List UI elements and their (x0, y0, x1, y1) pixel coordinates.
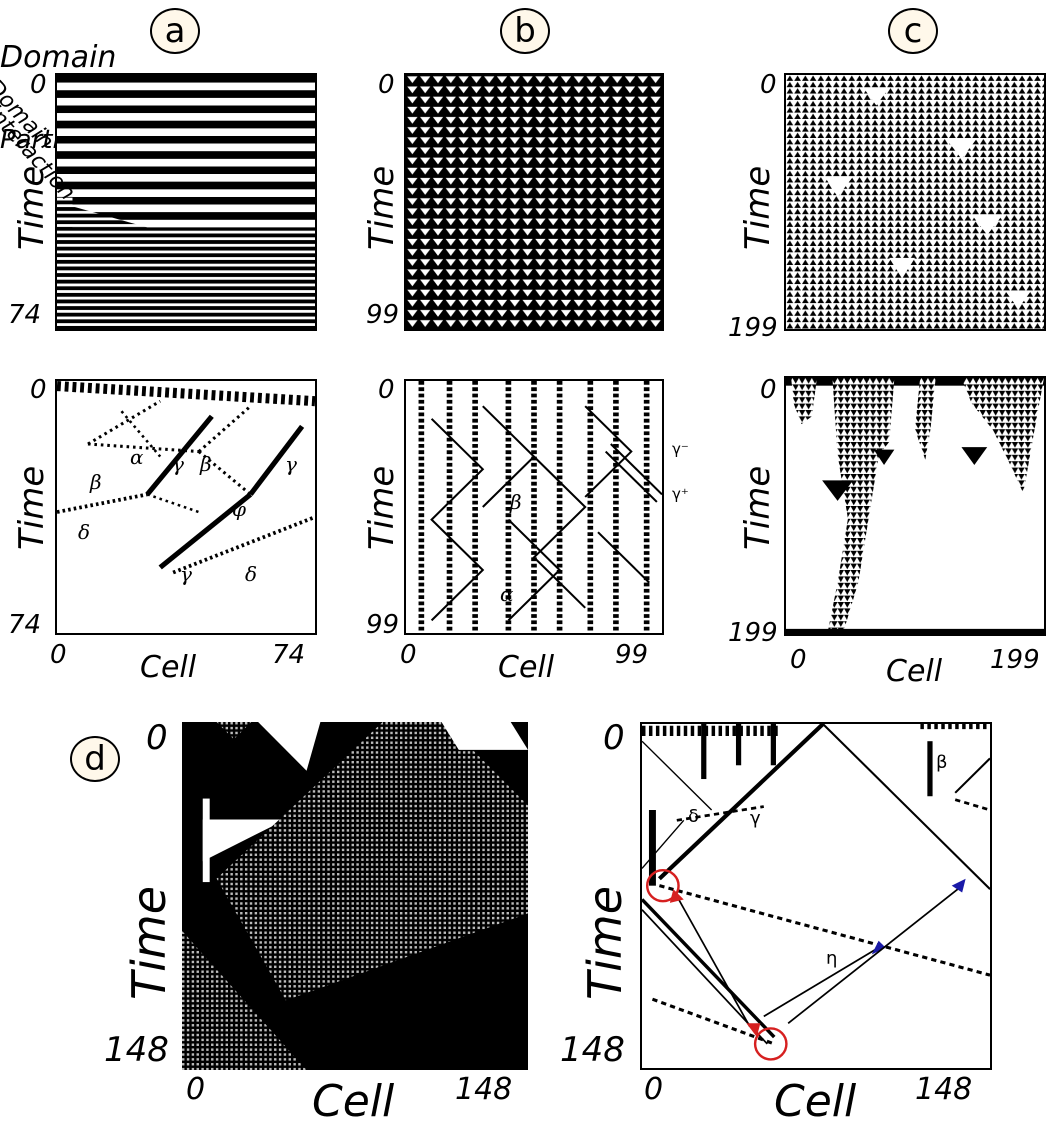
a-gamma-1: γ (172, 452, 184, 476)
a-top-spacetime (55, 73, 317, 331)
c-bot-time-max: 199 (728, 618, 778, 648)
a-bot-time-label: Time (12, 465, 52, 550)
d-right-filtered (640, 722, 992, 1070)
d-right-time-max: 148 (560, 1030, 625, 1070)
a-bot-time-max: 74 (8, 610, 42, 640)
c-bot-filtered (784, 376, 1046, 636)
b-bot-filtered (404, 379, 664, 635)
d-left-time-max: 148 (104, 1030, 169, 1070)
d-right-time-label: Time (578, 886, 632, 1000)
b-bot-time-0: 0 (378, 375, 395, 405)
a-beta-2: β (200, 452, 212, 476)
b-gamma-minus: γ⁻ (672, 440, 689, 458)
b-top-spacetime (404, 73, 664, 331)
c-top-time-label: Time (738, 165, 778, 250)
d-left-time-label: Time (122, 886, 176, 1000)
c-cell-0: 0 (790, 645, 807, 675)
d-right-cell-max: 148 (915, 1072, 973, 1107)
c-top-time-0: 0 (760, 70, 777, 100)
a-gamma-3: γ (180, 562, 192, 586)
b-beta: β (510, 490, 522, 514)
a-beta-1: β (90, 470, 102, 494)
b-top-time-0: 0 (378, 70, 395, 100)
panel-label-a: a (150, 8, 200, 54)
a-bot-time-0: 0 (30, 375, 47, 405)
c-bot-time-label: Time (738, 465, 778, 550)
c-bot-time-0: 0 (760, 375, 777, 405)
d-eta: η (826, 948, 838, 969)
panel-label-b: b (500, 8, 550, 54)
d-beta: β (936, 752, 948, 773)
b-gamma-plus: γ⁺ (672, 485, 689, 503)
d-left-cell-label: Cell (312, 1076, 395, 1127)
a-delta-2: δ (245, 562, 258, 586)
d-left-spacetime (182, 722, 528, 1070)
d-left-cell-0: 0 (186, 1072, 206, 1107)
d-right-domain-upper: Domain (0, 40, 117, 75)
c-cell-label: Cell (886, 654, 943, 689)
d-right-cell-0: 0 (644, 1072, 664, 1107)
a-cell-0: 0 (50, 640, 67, 670)
panel-label-d: d (70, 736, 120, 782)
a-bot-filtered (55, 379, 317, 635)
c-top-spacetime (784, 73, 1046, 331)
b-top-time-max: 99 (366, 300, 400, 330)
b-cell-0: 0 (400, 640, 417, 670)
d-right-time-0: 0 (603, 718, 625, 758)
d-left-domain-label: Domain (0, 0, 132, 40)
d-left-time-0: 0 (146, 718, 168, 758)
c-top-time-max: 199 (728, 313, 778, 343)
d-delta: δ (688, 806, 700, 827)
a-top-time-max: 74 (8, 300, 42, 330)
b-alpha: α (500, 582, 514, 606)
b-top-time-label: Time (362, 165, 402, 250)
a-delta-1: δ (78, 520, 91, 544)
c-cell-max: 199 (990, 645, 1040, 675)
b-cell-label: Cell (498, 650, 555, 685)
a-gamma-2: γ (285, 452, 297, 476)
b-cell-max: 99 (615, 640, 649, 670)
a-cell-label: Cell (140, 650, 197, 685)
d-right-cell-label: Cell (774, 1076, 857, 1127)
panel-label-c: c (888, 8, 938, 54)
b-bot-time-max: 99 (366, 610, 400, 640)
d-gamma: γ (750, 808, 761, 829)
a-top-time-0: 0 (30, 70, 47, 100)
d-left-cell-max: 148 (455, 1072, 513, 1107)
a-phi: φ (232, 497, 247, 521)
a-cell-max: 74 (272, 640, 306, 670)
a-alpha: α (130, 445, 144, 469)
